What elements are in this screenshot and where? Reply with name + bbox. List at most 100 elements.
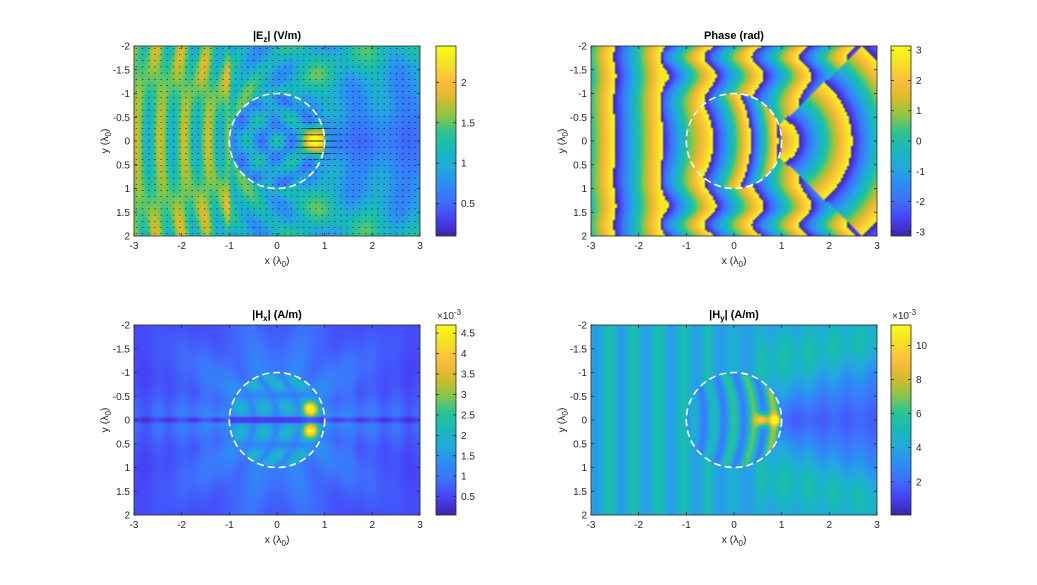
colorbar-exponent-base: ×10 — [892, 311, 909, 322]
heatmap-image-ez — [134, 46, 420, 236]
y-tick-label: 1.5 — [573, 208, 587, 219]
y-axis-label-sub: 0 — [561, 132, 570, 137]
colorbar-exponent-power: -3 — [454, 308, 462, 317]
x-tick-label: -1 — [682, 241, 691, 252]
y-axis-label-sub: 0 — [561, 411, 570, 416]
y-axis-label: y (λ0) — [556, 408, 570, 433]
y-tick-label: -0.5 — [113, 392, 131, 403]
y-tick-label: -0.5 — [113, 113, 131, 124]
colorbar-tick-label: 4.5 — [461, 329, 475, 340]
y-axis-label-main: y (λ — [556, 136, 568, 154]
x-axis-label-end: ) — [286, 255, 290, 267]
y-tick-label: 1.5 — [116, 487, 130, 498]
colorbar-gradient — [891, 325, 911, 515]
x-tick-label: -3 — [130, 520, 139, 531]
x-axis-label: x (λ0) — [265, 534, 290, 548]
x-tick-label: 3 — [874, 520, 880, 531]
x-tick-label: -1 — [225, 520, 234, 531]
x-tick-label: 3 — [417, 520, 423, 531]
y-tick-label: 0 — [124, 137, 130, 148]
scatterer-boundary-circle — [685, 92, 783, 190]
y-tick-label: -2 — [578, 42, 587, 53]
x-tick-label: 2 — [370, 520, 376, 531]
colorbar-tick-label: 1 — [461, 472, 467, 483]
y-axis-label: y (λ0) — [556, 129, 570, 154]
x-tick-label: 3 — [417, 241, 423, 252]
y-tick-label: -1.5 — [113, 344, 131, 355]
y-tick-label: 0 — [581, 137, 587, 148]
y-tick-label: 0.5 — [573, 439, 587, 450]
title-main: Phase (rad) — [704, 30, 764, 42]
colorbar-box — [435, 324, 457, 516]
y-tick-label: -1 — [578, 89, 587, 100]
y-tick-label: -2 — [121, 321, 130, 332]
colorbar-exponent: ×10-3 — [437, 308, 462, 322]
colorbar-tick-label: 4 — [916, 443, 922, 454]
y-axis-label-main: y (λ — [99, 415, 111, 433]
x-tick-label: -3 — [587, 520, 596, 531]
scatterer-boundary-circle — [685, 371, 783, 469]
x-axis-label-end: ) — [743, 534, 747, 546]
x-tick-label: -3 — [130, 241, 139, 252]
y-tick-label: 0.5 — [116, 439, 130, 450]
x-axis-label-sub: 0 — [738, 539, 743, 548]
y-tick-label: -1 — [121, 89, 130, 100]
y-tick-label: 2 — [581, 511, 587, 522]
x-tick-label: 1 — [779, 520, 785, 531]
colorbar-tick-label: -2 — [916, 197, 925, 208]
x-tick-label: 1 — [779, 241, 785, 252]
y-axis-label-sub: 0 — [104, 132, 113, 137]
colorbar-tick-label: 2 — [916, 76, 922, 87]
y-axis-label-sub: 0 — [104, 411, 113, 416]
x-axis-label-main: x (λ — [722, 255, 740, 267]
chart-title: Phase (rad) — [704, 30, 764, 42]
y-tick-label: 1 — [581, 463, 587, 474]
colorbar-hy: 2 4 6 8 10 ×10-3 — [890, 308, 928, 516]
x-axis-label-main: x (λ — [722, 534, 740, 546]
x-axis-label: x (λ0) — [722, 255, 747, 269]
colorbar-tick-label: 2 — [916, 477, 922, 488]
title-unit: | (A/m) — [725, 309, 760, 321]
x-axis-label-main: x (λ — [265, 255, 283, 267]
y-tick-label: 1 — [124, 463, 130, 474]
x-tick-label: 0 — [731, 520, 737, 531]
x-tick-label: -2 — [634, 241, 643, 252]
colorbar-tick-label: 3 — [916, 46, 922, 57]
x-tick-label: 2 — [827, 520, 833, 531]
panel-ez: -3 -2 -1 0 1 2 3 -2 -1.5 -1 -0.5 0 0.5 1 1.5 2 |Ez| (V/m… — [99, 30, 475, 269]
x-tick-label: 0 — [274, 520, 280, 531]
y-tick-label: 1.5 — [116, 208, 130, 219]
title-unit: | (A/m) — [268, 309, 303, 321]
x-tick-label: -2 — [177, 520, 186, 531]
colorbar-tick-label: 0.5 — [461, 199, 475, 210]
y-tick-label: -1 — [121, 368, 130, 379]
colorbar-tick-label: 2 — [461, 431, 467, 442]
colorbar-tick-label: 1 — [461, 159, 467, 170]
colorbar-tick-label: 10 — [916, 341, 928, 352]
y-axis-label-end: ) — [99, 408, 111, 412]
x-tick-label: 2 — [370, 241, 376, 252]
y-tick-label: 2 — [124, 511, 130, 522]
colorbar-tick-label: 2 — [461, 78, 467, 89]
title-main: |E — [253, 30, 263, 42]
y-axis-label: y (λ0) — [99, 408, 113, 433]
colorbar-tick-label: 2.5 — [461, 410, 475, 421]
y-tick-label: 0.5 — [573, 160, 587, 171]
colorbar-tick-label: 1.5 — [461, 451, 475, 462]
x-axis-label-sub: 0 — [738, 260, 743, 269]
colorbar-box — [435, 45, 457, 237]
x-tick-label: -3 — [587, 241, 596, 252]
title-unit: | (V/m) — [267, 30, 301, 42]
chart-title: |Hx| (A/m) — [252, 309, 302, 323]
x-tick-label: 3 — [874, 241, 880, 252]
title-subscript: z — [263, 35, 267, 44]
y-axis-label: y (λ0) — [99, 129, 113, 154]
panel-hy: -3 -2 -1 0 1 2 3 -2 -1.5 -1 -0.5 0 0.5 1 1.5 2 |Hy| (A/m… — [556, 308, 928, 548]
colorbar-phase: -3 -2 -1 0 1 2 3 — [890, 45, 925, 238]
colorbar-tick-label: 8 — [916, 375, 922, 386]
colorbar-exponent-power: -3 — [909, 308, 917, 317]
y-tick-label: 1 — [124, 184, 130, 195]
colorbar-gradient — [436, 325, 456, 515]
x-axis-label: x (λ0) — [722, 534, 747, 548]
colorbar-tick-label: 6 — [916, 409, 922, 420]
